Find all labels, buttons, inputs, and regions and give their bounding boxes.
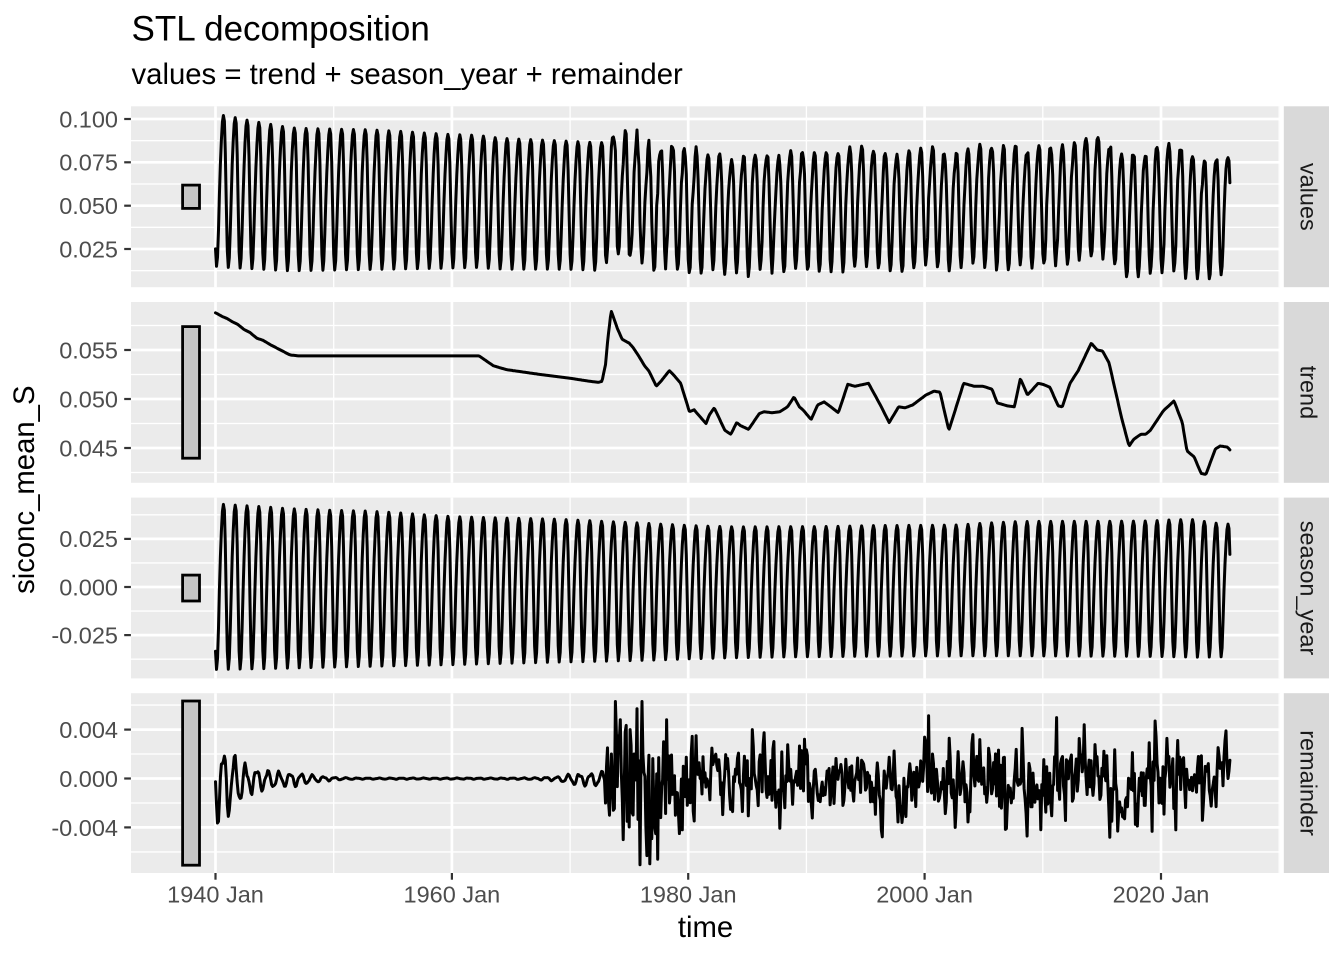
svg-text:STL decomposition: STL decomposition — [132, 10, 430, 49]
svg-text:siconc_mean_S: siconc_mean_S — [8, 385, 41, 593]
svg-text:0.100: 0.100 — [59, 106, 118, 132]
svg-text:0.050: 0.050 — [59, 386, 118, 412]
svg-text:time: time — [678, 911, 733, 944]
svg-text:0.025: 0.025 — [59, 236, 118, 262]
svg-text:0.045: 0.045 — [59, 435, 118, 461]
svg-text:1980 Jan: 1980 Jan — [640, 882, 737, 908]
svg-text:remainder: remainder — [1296, 730, 1322, 836]
svg-text:1960 Jan: 1960 Jan — [404, 882, 501, 908]
svg-text:season_year: season_year — [1296, 521, 1322, 656]
svg-text:trend: trend — [1296, 366, 1322, 420]
svg-text:0.075: 0.075 — [59, 150, 118, 176]
svg-text:-0.025: -0.025 — [51, 623, 118, 649]
svg-text:1940 Jan: 1940 Jan — [167, 882, 264, 908]
svg-text:0.050: 0.050 — [59, 193, 118, 219]
svg-text:0.025: 0.025 — [59, 526, 118, 552]
svg-text:values = trend + season_year +: values = trend + season_year + remainder — [132, 58, 684, 91]
svg-text:0.055: 0.055 — [59, 337, 118, 363]
svg-text:2000 Jan: 2000 Jan — [876, 882, 973, 908]
svg-text:-0.004: -0.004 — [51, 815, 118, 841]
svg-text:values: values — [1296, 163, 1322, 231]
svg-text:0.000: 0.000 — [59, 766, 118, 792]
svg-text:0.000: 0.000 — [59, 574, 118, 600]
svg-text:2020 Jan: 2020 Jan — [1113, 882, 1210, 908]
svg-text:0.004: 0.004 — [59, 717, 118, 743]
